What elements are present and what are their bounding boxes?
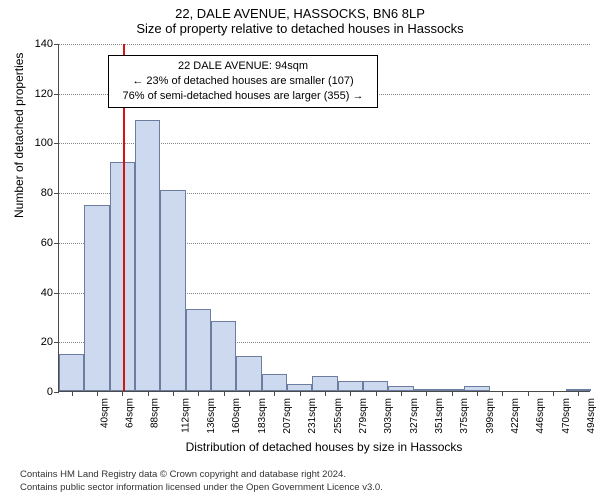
histogram-bar	[186, 309, 211, 391]
x-tick-mark	[224, 391, 225, 396]
x-tick-mark	[300, 391, 301, 396]
info-box-line-1: 22 DALE AVENUE: 94sqm	[115, 59, 371, 74]
x-tick-mark	[426, 391, 427, 396]
x-tick-mark	[350, 391, 351, 396]
x-tick-label: 136sqm	[200, 398, 217, 434]
x-tick-label: 422sqm	[504, 398, 521, 434]
footer-line-2: Contains public sector information licen…	[20, 482, 580, 494]
x-tick-mark	[122, 391, 123, 396]
x-tick-label: 470sqm	[555, 398, 572, 434]
y-tick-label: 100	[35, 137, 59, 149]
x-tick-label: 207sqm	[276, 398, 293, 434]
footer-attribution: Contains HM Land Registry data © Crown c…	[20, 469, 580, 494]
x-tick-label: 279sqm	[352, 398, 369, 434]
x-tick-label: 183sqm	[251, 398, 268, 434]
x-tick-mark	[325, 391, 326, 396]
x-axis-label: Distribution of detached houses by size …	[58, 440, 590, 454]
y-tick-label: 140	[35, 38, 59, 50]
x-tick-mark	[274, 391, 275, 396]
x-tick-label: 303sqm	[377, 398, 394, 434]
histogram-bar	[312, 376, 337, 391]
x-tick-mark	[249, 391, 250, 396]
footer-line-1: Contains HM Land Registry data © Crown c…	[20, 469, 580, 481]
x-tick-label: 255sqm	[327, 398, 344, 434]
y-tick-label: 80	[41, 187, 59, 199]
histogram-bar	[160, 190, 185, 391]
x-tick-label: 494sqm	[580, 398, 597, 434]
info-box: 22 DALE AVENUE: 94sqm ← 23% of detached …	[108, 55, 378, 108]
x-tick-mark	[578, 391, 579, 396]
chart-container: 22, DALE AVENUE, HASSOCKS, BN6 8LP Size …	[0, 0, 600, 500]
x-tick-mark	[97, 391, 98, 396]
info-box-line-2: ← 23% of detached houses are smaller (10…	[115, 74, 371, 89]
x-tick-label: 40sqm	[93, 398, 110, 428]
x-tick-label: 64sqm	[119, 398, 136, 428]
info-box-line-3: 76% of semi-detached houses are larger (…	[115, 89, 371, 104]
x-tick-mark	[72, 391, 73, 396]
title-main: 22, DALE AVENUE, HASSOCKS, BN6 8LP	[0, 0, 600, 21]
x-tick-mark	[376, 391, 377, 396]
title-sub: Size of property relative to detached ho…	[0, 21, 600, 40]
x-tick-label: 160sqm	[225, 398, 242, 434]
y-tick-label: 40	[41, 287, 59, 299]
y-tick-label: 20	[41, 336, 59, 348]
x-tick-mark	[553, 391, 554, 396]
histogram-bar	[236, 356, 261, 391]
x-tick-label: 327sqm	[403, 398, 420, 434]
x-tick-label: 231sqm	[301, 398, 318, 434]
histogram-bar	[211, 321, 236, 391]
x-tick-mark	[502, 391, 503, 396]
x-tick-label: 446sqm	[529, 398, 546, 434]
y-tick-label: 120	[35, 88, 59, 100]
histogram-bar	[84, 205, 109, 391]
grid-line	[59, 44, 590, 45]
histogram-bar	[262, 374, 287, 391]
histogram-bar	[59, 354, 84, 391]
y-axis-label: Number of detached properties	[12, 53, 26, 218]
x-tick-label: 375sqm	[453, 398, 470, 434]
y-tick-label: 0	[47, 386, 59, 398]
x-tick-mark	[528, 391, 529, 396]
x-tick-mark	[198, 391, 199, 396]
x-tick-mark	[452, 391, 453, 396]
x-tick-label: 399sqm	[479, 398, 496, 434]
x-tick-mark	[477, 391, 478, 396]
histogram-bar	[135, 120, 160, 391]
histogram-bar	[287, 384, 312, 391]
histogram-bar	[363, 381, 388, 391]
x-tick-label: 88sqm	[144, 398, 161, 428]
x-tick-label: 351sqm	[428, 398, 445, 434]
histogram-bar	[338, 381, 363, 391]
x-tick-label: 112sqm	[174, 398, 191, 433]
x-tick-mark	[173, 391, 174, 396]
y-tick-label: 60	[41, 237, 59, 249]
x-tick-mark	[401, 391, 402, 396]
x-tick-mark	[148, 391, 149, 396]
